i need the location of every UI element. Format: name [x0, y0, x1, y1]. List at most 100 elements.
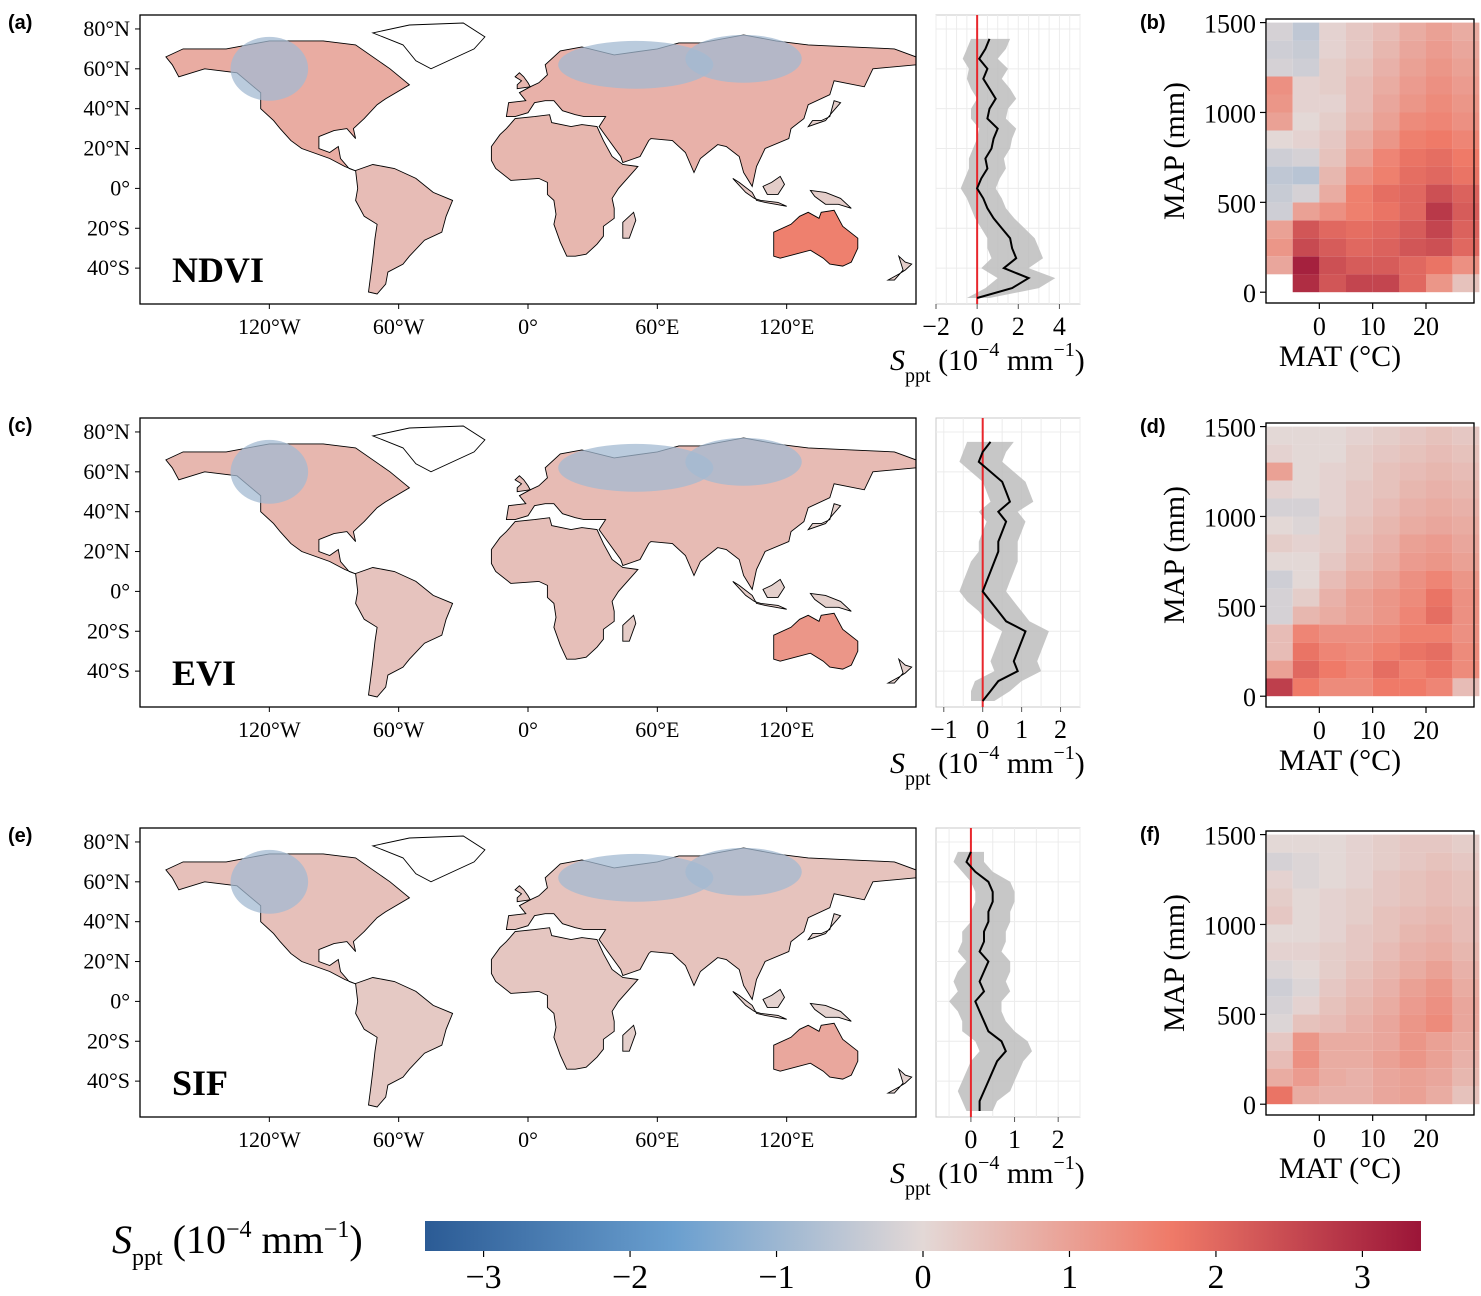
heatmap-cell: [1319, 184, 1346, 203]
heatmap-cell: [1399, 1014, 1426, 1033]
heatmap-cell: [1292, 906, 1320, 925]
heatmap-cell: [1426, 834, 1453, 853]
heatmap-cell: [1266, 552, 1293, 571]
heatmap-cell: [1372, 960, 1400, 979]
heatmap-cell: [1426, 274, 1453, 293]
heatmap-cell: [1266, 112, 1293, 131]
heatmap-cell: [1319, 166, 1346, 185]
heatmap-cell: [1319, 978, 1346, 997]
heatmap-cell: [1292, 76, 1320, 95]
heatmap-cell: [1292, 624, 1320, 643]
lat-tick-label: 20°N: [83, 539, 130, 564]
heatmap-cell: [1266, 166, 1293, 185]
lon-tick-label: 0°: [518, 314, 538, 339]
heatmap-cell: [1346, 570, 1373, 589]
heatmap-cell: [1266, 996, 1293, 1015]
heatmap-cell: [1426, 148, 1453, 167]
heatmap-cell: [1346, 906, 1373, 925]
heatmap-cell: [1292, 978, 1320, 997]
heatmap-cell: [1399, 220, 1426, 239]
heatmap-cell: [1452, 498, 1480, 517]
heatmap-cell: [1346, 1050, 1373, 1069]
heatmap-cell: [1266, 256, 1293, 275]
heatmap-cell: [1266, 588, 1293, 607]
heatmap-cell: [1452, 1068, 1480, 1087]
land-borneo: [762, 988, 786, 1008]
heatmap-cell: [1426, 462, 1453, 481]
heatmap-cell: [1266, 58, 1293, 77]
boreal-patch-1: [230, 36, 309, 101]
boreal-patch-3: [685, 34, 802, 83]
lon-tick-label: 120°E: [759, 1127, 814, 1152]
heatmap-cell: [1399, 960, 1426, 979]
land-africa: [490, 517, 639, 660]
heatmap-cell: [1319, 678, 1346, 697]
heatmap-cell: [1346, 274, 1373, 293]
heatmap-cell: [1372, 606, 1400, 625]
heatmap-xlabel: MAT (°C): [1279, 1152, 1401, 1185]
panel-label: (f): [1140, 824, 1160, 846]
heatmap-cell: [1319, 480, 1346, 499]
heatmap-cell: [1372, 94, 1400, 113]
heatmap-cell: [1292, 426, 1320, 445]
lat-tick-label: 20°S: [87, 1028, 130, 1053]
heatmap-cell: [1399, 166, 1426, 185]
heatmap-cell: [1452, 76, 1480, 95]
heatmap-cell: [1346, 642, 1373, 661]
heatmap-cell: [1292, 256, 1320, 275]
lat-tick-label: 40°S: [87, 658, 130, 683]
heatmap-cell: [1452, 516, 1480, 535]
heatmap-cell: [1319, 870, 1346, 889]
heatmap-cell: [1319, 906, 1346, 925]
land-madagascar: [622, 211, 637, 239]
lat-tick-label: 80°N: [83, 829, 130, 854]
heatmap-cell: [1399, 40, 1426, 59]
heatmap-xlabel: MAT (°C): [1279, 744, 1401, 777]
lon-tick-label: 60°E: [635, 314, 679, 339]
heatmap-cell: [1292, 942, 1320, 961]
lon-tick-label: 120°W: [238, 717, 301, 742]
heatmap-cell: [1426, 1032, 1453, 1051]
heatmap-cell: [1346, 202, 1373, 221]
heatmap-cell: [1346, 76, 1373, 95]
heatmap-cell: [1426, 444, 1453, 463]
heatmap-cell: [1266, 238, 1293, 257]
heatmap-cell: [1372, 870, 1400, 889]
heatmap-cell: [1372, 516, 1400, 535]
heatmap-cell: [1292, 888, 1320, 907]
heatmap-cell: [1346, 166, 1373, 185]
heatmap-cell: [1292, 1032, 1320, 1051]
heatmap-cell: [1426, 220, 1453, 239]
heatmap-cell: [1346, 678, 1373, 697]
heatmap-cell: [1399, 480, 1426, 499]
heatmap-cell: [1452, 942, 1480, 961]
map-variable-label: SIF: [172, 1063, 228, 1103]
heatmap-cell: [1346, 888, 1373, 907]
heatmap-cell: [1319, 40, 1346, 59]
lat-tick-label: 40°N: [83, 96, 130, 121]
land-greenland: [371, 835, 486, 883]
heatmap-cell: [1372, 852, 1400, 871]
boreal-patch-3: [685, 437, 802, 486]
heatmap-cell: [1452, 924, 1480, 943]
heatmap-cell: [1319, 942, 1346, 961]
panel-label: (c): [8, 415, 32, 437]
land-japan: [807, 913, 842, 941]
panel-label: (a): [8, 12, 32, 34]
land-britain: [514, 885, 531, 903]
profile-tick-label: −2: [922, 312, 950, 341]
heatmap-cell: [1346, 852, 1373, 871]
land-africa: [490, 927, 639, 1070]
heatmap-cell: [1452, 444, 1480, 463]
heatmap-cell: [1346, 624, 1373, 643]
heatmap-border: [1265, 830, 1475, 1116]
heatmap-cell: [1426, 870, 1453, 889]
heatmap-cell: [1346, 1014, 1373, 1033]
climate-heatmap: 0 500 1000 1500 0 10 20 MAT (°C) MAP (mm) (b): [1140, 10, 1480, 373]
heatmap-cell: [1292, 444, 1320, 463]
heatmap-cell: [1426, 588, 1453, 607]
heatmap-cell: [1452, 1086, 1480, 1105]
heatmap-cell: [1346, 498, 1373, 517]
heatmap-cell: [1452, 1014, 1480, 1033]
